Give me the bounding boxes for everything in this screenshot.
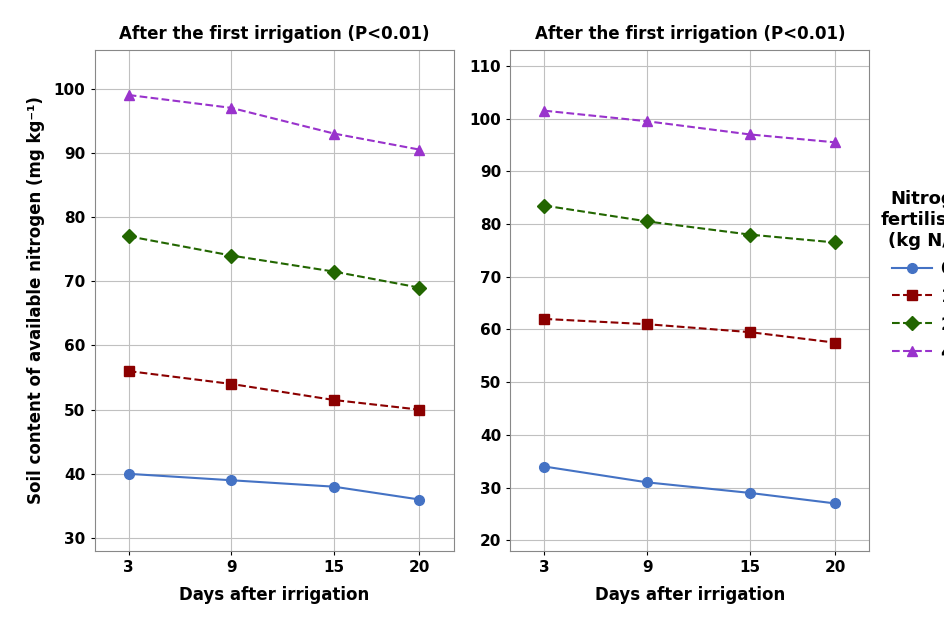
X-axis label: Days after irrigation: Days after irrigation	[178, 586, 369, 604]
Title: After the first irrigation (P<0.01): After the first irrigation (P<0.01)	[534, 25, 844, 43]
X-axis label: Days after irrigation: Days after irrigation	[594, 586, 784, 604]
Title: After the first irrigation (P<0.01): After the first irrigation (P<0.01)	[119, 25, 429, 43]
Y-axis label: Soil content of available nitrogen (mg kg⁻¹): Soil content of available nitrogen (mg k…	[27, 96, 45, 505]
Legend: 0, 140, 280, 420: 0, 140, 280, 420	[879, 190, 944, 362]
